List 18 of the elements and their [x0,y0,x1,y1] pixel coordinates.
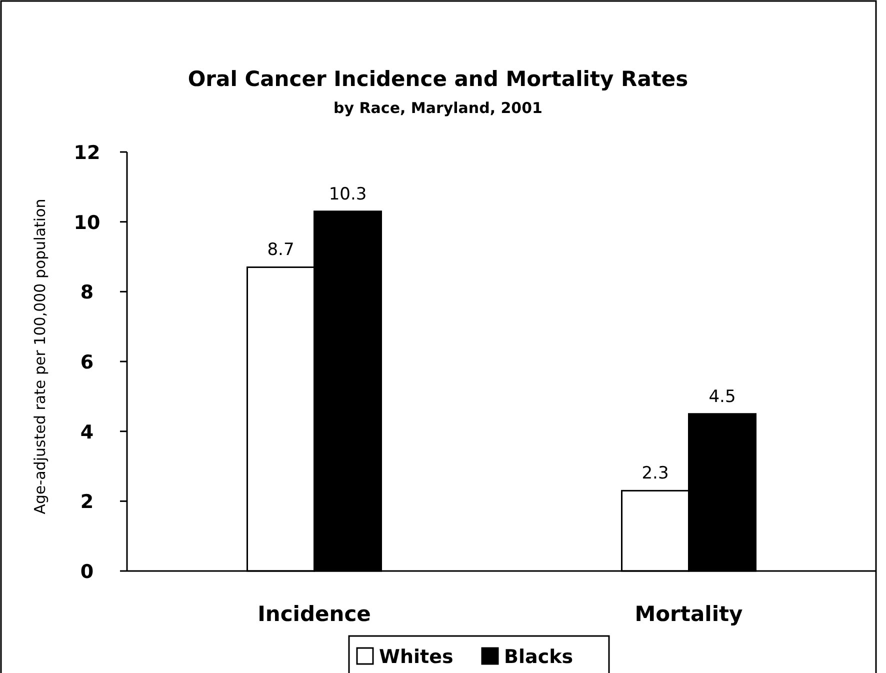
data-label: 8.7 [267,240,294,260]
data-label: 10.3 [328,184,367,204]
y-tick-label: 0 [80,561,94,583]
data-label: 4.5 [708,386,736,407]
x-tick-label: Mortality [634,602,744,626]
y-axis-title: Age-adjusted rate per 100,000 population [31,198,49,514]
y-tick-label: 10 [74,212,100,234]
chart-subtitle: by Race, Maryland, 2001 [334,99,542,117]
data-label: 2.3 [642,464,669,484]
legend-label: Blacks [504,646,574,668]
y-tick-label: 4 [80,421,94,444]
y-tick-label: 12 [74,142,100,164]
y-tick-label: 2 [80,491,94,514]
y-tick-label: 6 [80,352,94,374]
y-tick-label: 8 [80,282,94,304]
legend-label: Whites [379,646,454,668]
x-tick-label: Incidence [258,602,371,626]
chart-title: Oral Cancer Incidence and Mortality Rates [188,67,688,91]
